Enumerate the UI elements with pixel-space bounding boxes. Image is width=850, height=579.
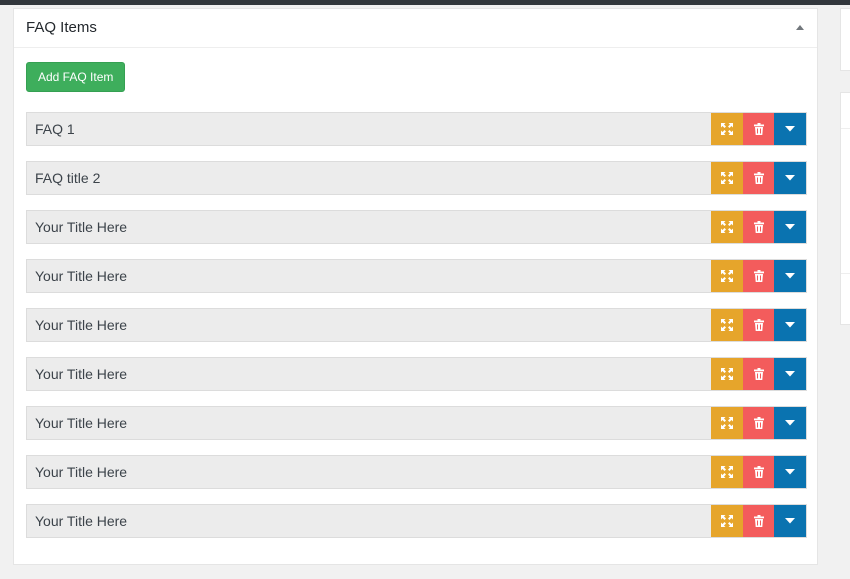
caret-up-icon[interactable]: [796, 25, 804, 30]
faq-item-row[interactable]: Your Title Here: [26, 357, 807, 391]
caret-down-icon: [785, 126, 795, 132]
trash-icon: [753, 172, 764, 184]
caret-down-icon: [785, 175, 795, 181]
move-button[interactable]: [711, 113, 743, 145]
caret-down-icon: [785, 371, 795, 377]
faq-item-title[interactable]: Your Title Here: [35, 268, 128, 284]
delete-button[interactable]: [743, 456, 774, 488]
move-button[interactable]: [711, 162, 743, 194]
side-panel-box: [840, 92, 850, 325]
panel-header[interactable]: FAQ Items: [14, 9, 817, 48]
faq-item-title[interactable]: FAQ 1: [35, 121, 75, 137]
arrows-expand-icon: [721, 123, 733, 135]
faq-items-panel: FAQ Items Add FAQ Item FAQ 1: [13, 8, 818, 565]
move-button[interactable]: [711, 407, 743, 439]
faq-item-row[interactable]: FAQ 1: [26, 112, 807, 146]
panel-title: FAQ Items: [26, 19, 97, 36]
admin-top-bar: [0, 0, 850, 5]
faq-item-title[interactable]: Your Title Here: [35, 464, 128, 480]
arrows-expand-icon: [721, 466, 733, 478]
trash-icon: [753, 319, 764, 331]
faq-item-row[interactable]: Your Title Here: [26, 308, 807, 342]
caret-down-icon: [785, 322, 795, 328]
arrows-expand-icon: [721, 515, 733, 527]
move-button[interactable]: [711, 358, 743, 390]
arrows-expand-icon: [721, 221, 733, 233]
caret-down-icon: [785, 273, 795, 279]
delete-button[interactable]: [743, 211, 774, 243]
toggle-button[interactable]: [774, 505, 806, 537]
arrows-expand-icon: [721, 270, 733, 282]
delete-button[interactable]: [743, 260, 774, 292]
toggle-button[interactable]: [774, 162, 806, 194]
move-button[interactable]: [711, 505, 743, 537]
arrows-expand-icon: [721, 172, 733, 184]
toggle-button[interactable]: [774, 407, 806, 439]
arrows-expand-icon: [721, 319, 733, 331]
faq-item-title[interactable]: Your Title Here: [35, 513, 128, 529]
delete-button[interactable]: [743, 162, 774, 194]
trash-icon: [753, 515, 764, 527]
faq-item-row[interactable]: Your Title Here: [26, 504, 807, 538]
delete-button[interactable]: [743, 505, 774, 537]
faq-item-title[interactable]: Your Title Here: [35, 415, 128, 431]
faq-item-title[interactable]: FAQ title 2: [35, 170, 101, 186]
add-faq-item-button[interactable]: Add FAQ Item: [26, 62, 126, 92]
faq-item-title[interactable]: Your Title Here: [35, 366, 128, 382]
move-button[interactable]: [711, 211, 743, 243]
trash-icon: [753, 270, 764, 282]
delete-button[interactable]: [743, 113, 774, 145]
move-button[interactable]: [711, 309, 743, 341]
caret-down-icon: [785, 224, 795, 230]
move-button[interactable]: [711, 260, 743, 292]
faq-item-row[interactable]: Your Title Here: [26, 210, 807, 244]
delete-button[interactable]: [743, 358, 774, 390]
toggle-button[interactable]: [774, 211, 806, 243]
toggle-button[interactable]: [774, 358, 806, 390]
trash-icon: [753, 466, 764, 478]
faq-item-title[interactable]: Your Title Here: [35, 317, 128, 333]
delete-button[interactable]: [743, 309, 774, 341]
toggle-button[interactable]: [774, 260, 806, 292]
arrows-expand-icon: [721, 368, 733, 380]
caret-down-icon: [785, 518, 795, 524]
trash-icon: [753, 123, 764, 135]
caret-down-icon: [785, 420, 795, 426]
faq-list: FAQ 1: [26, 112, 807, 553]
faq-item-title[interactable]: Your Title Here: [35, 219, 128, 235]
trash-icon: [753, 221, 764, 233]
move-button[interactable]: [711, 456, 743, 488]
side-panel-box: [840, 8, 850, 71]
delete-button[interactable]: [743, 407, 774, 439]
faq-item-row[interactable]: Your Title Here: [26, 259, 807, 293]
caret-down-icon: [785, 469, 795, 475]
faq-item-row[interactable]: Your Title Here: [26, 406, 807, 440]
faq-item-row[interactable]: FAQ title 2: [26, 161, 807, 195]
trash-icon: [753, 368, 764, 380]
toggle-button[interactable]: [774, 113, 806, 145]
toggle-button[interactable]: [774, 309, 806, 341]
faq-item-row[interactable]: Your Title Here: [26, 455, 807, 489]
arrows-expand-icon: [721, 417, 733, 429]
toggle-button[interactable]: [774, 456, 806, 488]
trash-icon: [753, 417, 764, 429]
